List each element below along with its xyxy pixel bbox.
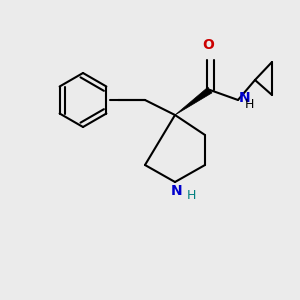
Text: N: N	[239, 91, 250, 105]
Text: N: N	[171, 184, 183, 198]
Text: H: H	[186, 189, 196, 202]
Text: O: O	[202, 38, 214, 52]
Polygon shape	[175, 87, 212, 115]
Text: H: H	[244, 98, 254, 112]
